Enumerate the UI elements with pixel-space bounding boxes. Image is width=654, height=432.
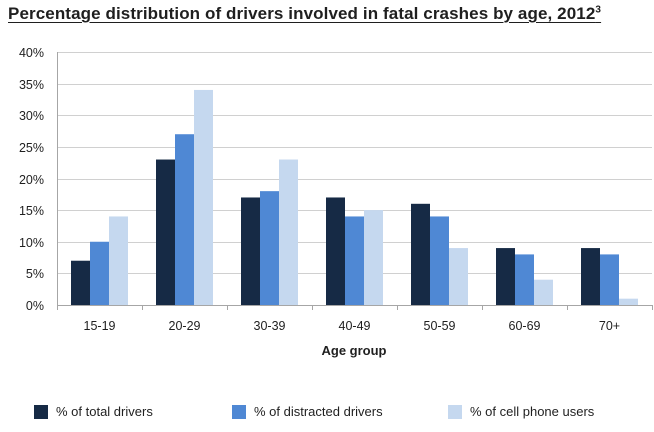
y-tick-label: 0% xyxy=(26,299,44,313)
chart-title-superscript: 3 xyxy=(595,4,602,16)
y-tick-label: 15% xyxy=(19,204,44,218)
x-tick-label: 40-49 xyxy=(339,319,371,333)
legend-item-cellphone: % of cell phone users xyxy=(448,404,594,419)
x-tick-label: 70+ xyxy=(599,319,620,333)
x-tick-label: 60-69 xyxy=(509,319,541,333)
bar-total-20-29 xyxy=(156,159,175,305)
legend-label-cellphone: % of cell phone users xyxy=(470,404,595,419)
x-axis xyxy=(57,52,653,310)
bars xyxy=(71,89,638,305)
y-tick-label: 35% xyxy=(19,78,44,92)
y-tick-label: 40% xyxy=(19,46,44,60)
bar-total-15-19 xyxy=(71,260,90,305)
bar-distracted-20-29 xyxy=(175,134,194,305)
x-axis-ticks: 15-19 20-29 30-39 40-49 50-59 60-69 70+ xyxy=(84,319,621,333)
bar-cellphone-30-39 xyxy=(279,159,298,305)
x-tick-label: 20-29 xyxy=(169,319,201,333)
x-tick-label: 30-39 xyxy=(254,319,286,333)
legend: % of total drivers % of distracted drive… xyxy=(0,404,654,428)
x-tick-label: 50-59 xyxy=(424,319,456,333)
bar-cellphone-60-69 xyxy=(534,279,553,305)
bar-distracted-60-69 xyxy=(515,254,534,305)
bar-cellphone-15-19 xyxy=(109,216,128,305)
y-tick-label: 20% xyxy=(19,173,44,187)
y-tick-label: 5% xyxy=(26,267,44,281)
bar-total-60-69 xyxy=(496,248,515,305)
chart-title-text: Percentage distribution of drivers invol… xyxy=(8,4,596,23)
bar-distracted-15-19 xyxy=(90,241,109,305)
x-axis-label: Age group xyxy=(322,343,387,358)
bar-cellphone-20-29 xyxy=(194,89,213,305)
y-axis-ticks: 0% 5% 10% 15% 20% 25% 30% 35% 40% xyxy=(19,46,44,313)
legend-swatch-total xyxy=(34,404,48,419)
bar-distracted-70+ xyxy=(600,254,619,305)
legend-label-total: % of total drivers xyxy=(56,404,153,419)
x-tick-label: 15-19 xyxy=(84,319,116,333)
chart-title: Percentage distribution of drivers invol… xyxy=(8,4,601,24)
legend-swatch-distracted xyxy=(232,404,246,419)
y-tick-label: 10% xyxy=(19,236,44,250)
y-tick-label: 30% xyxy=(19,109,44,123)
bar-cellphone-70+ xyxy=(619,298,638,305)
legend-item-total: % of total drivers xyxy=(34,404,153,419)
bar-total-70+ xyxy=(581,248,600,305)
legend-swatch-cellphone xyxy=(448,404,462,419)
y-tick-label: 25% xyxy=(19,141,44,155)
bar-total-50-59 xyxy=(411,203,430,305)
legend-item-distracted: % of distracted drivers xyxy=(232,404,383,419)
bar-distracted-50-59 xyxy=(430,216,449,305)
bar-total-30-39 xyxy=(241,197,260,305)
bar-cellphone-40-49 xyxy=(364,210,383,305)
legend-label-distracted: % of distracted drivers xyxy=(254,404,383,419)
bar-distracted-40-49 xyxy=(345,216,364,305)
bar-cellphone-50-59 xyxy=(449,248,468,305)
bar-distracted-30-39 xyxy=(260,191,279,305)
bar-total-40-49 xyxy=(326,197,345,305)
